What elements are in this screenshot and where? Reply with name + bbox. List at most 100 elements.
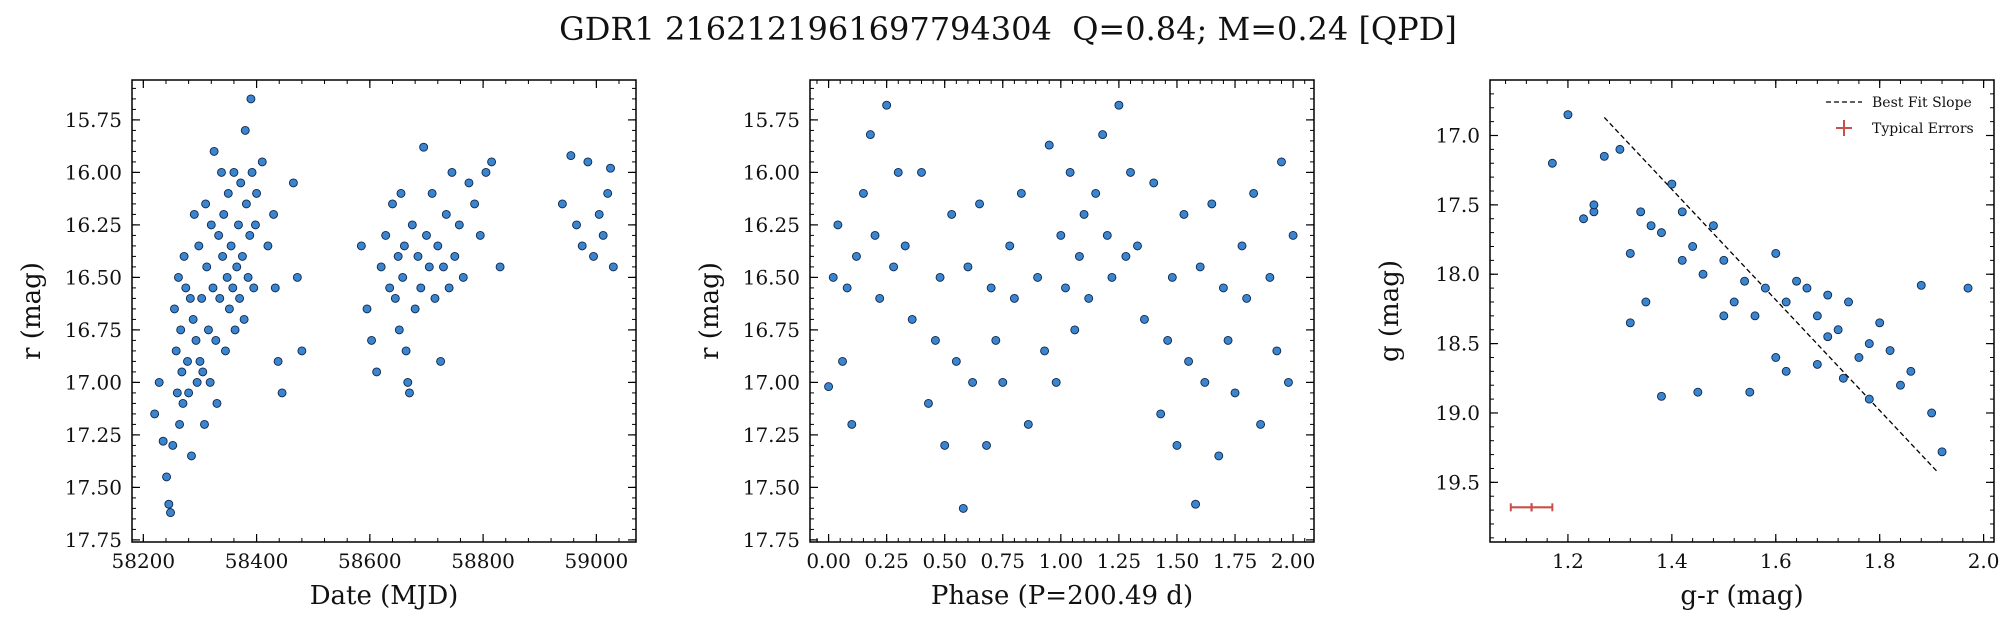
- cmd-ytick-label: 17.0: [1435, 123, 1480, 147]
- lightcurve-point: [183, 356, 192, 366]
- lightcurve-xtick-label: 58600: [338, 549, 402, 573]
- cmd-point: [1708, 221, 1718, 231]
- lightcurve-point: [179, 251, 189, 261]
- lightcurve-point: [195, 356, 205, 366]
- phase-ytick-label: 16.50: [743, 265, 800, 289]
- lightcurve-point: [219, 209, 229, 219]
- lightcurve-point: [214, 230, 224, 240]
- phase-point: [1084, 293, 1094, 303]
- phase-point: [1061, 283, 1070, 293]
- cmd-point: [1657, 228, 1666, 238]
- lightcurve-point: [566, 151, 576, 161]
- cmd-point: [1693, 387, 1703, 397]
- phase-point: [852, 251, 861, 261]
- phase-ytick-label: 16.25: [743, 213, 800, 237]
- lightcurve-point: [198, 367, 208, 377]
- lightcurve-point: [277, 388, 287, 398]
- phase-ytick-label: 16.00: [743, 160, 800, 184]
- cmd-point: [1792, 276, 1802, 286]
- cmd-ytick-label: 19.5: [1435, 470, 1480, 494]
- lightcurve-point: [203, 325, 213, 335]
- lightcurve-point: [223, 188, 233, 198]
- lightcurve-frame: [131, 79, 637, 543]
- phase-frame: [809, 79, 1315, 543]
- lightcurve-point: [444, 283, 454, 293]
- lightcurve-point: [164, 499, 174, 509]
- cmd-point: [1646, 221, 1656, 231]
- lightcurve-point: [251, 220, 260, 230]
- phase-point: [1051, 377, 1061, 387]
- lightcurve-point: [257, 157, 267, 167]
- panel-color-magnitude: 1.2 1.4 1.6 1.8 2.0 17.0 17.5 18.0 18.5 19.0 19.5 g…: [1375, 79, 2000, 611]
- lightcurve-point: [208, 283, 218, 293]
- phase-point: [1272, 346, 1282, 356]
- phase-point: [847, 419, 857, 429]
- lightcurve-point: [178, 398, 188, 408]
- lightcurve-point: [232, 262, 242, 272]
- lightcurve-point: [450, 251, 460, 261]
- phase-point: [1214, 451, 1224, 461]
- lightcurve-point: [212, 398, 222, 408]
- phase-point: [924, 398, 933, 408]
- lightcurve-point: [407, 220, 417, 230]
- cmd-point: [1615, 144, 1625, 154]
- lightcurve-point: [458, 272, 468, 282]
- lightcurve-point: [393, 251, 403, 261]
- lightcurve-point: [249, 283, 259, 293]
- panel-lightcurve: 58200 58400 58600 58800 59000 15.75 16.00 16.25…: [17, 79, 637, 611]
- phase-point: [889, 262, 899, 272]
- cmd-point: [1885, 346, 1895, 355]
- lightcurve-point: [217, 167, 226, 177]
- phase-point: [1040, 346, 1050, 356]
- cmd-point: [1906, 366, 1916, 376]
- phase-point: [1163, 335, 1173, 345]
- phase-point: [940, 440, 950, 450]
- phase-point: [1230, 388, 1240, 398]
- cmd-point: [1641, 297, 1651, 307]
- lightcurve-point: [398, 272, 408, 282]
- phase-point: [1133, 241, 1142, 251]
- phase-point: [1056, 230, 1066, 240]
- lightcurve-point: [205, 377, 215, 387]
- lightcurve-point: [185, 293, 195, 303]
- lightcurve-point: [173, 272, 183, 282]
- cmd-point: [1875, 318, 1885, 328]
- lightcurve-xtick-label: 58400: [225, 549, 289, 573]
- cmd-point: [1688, 242, 1698, 251]
- lightcurve-point: [441, 209, 451, 219]
- phase-xtick-label: 1.75: [1213, 549, 1258, 573]
- cmd-xtick-label: 1.2: [1552, 549, 1584, 573]
- cmd-point: [1823, 332, 1833, 342]
- lightcurve-point: [608, 262, 618, 272]
- lightcurve-point: [356, 241, 366, 251]
- phase-point: [1121, 251, 1131, 261]
- cmd-point: [1771, 248, 1781, 258]
- cmd-xlabel: g-r (mag): [1680, 581, 1803, 611]
- lightcurve-point: [206, 220, 216, 230]
- phase-point: [1288, 230, 1298, 240]
- cmd-point: [1812, 311, 1822, 321]
- phase-point: [893, 167, 903, 177]
- lightcurve-point: [247, 167, 257, 177]
- lightcurve-point: [603, 188, 613, 198]
- phase-point: [1242, 293, 1252, 303]
- lightcurve-point: [439, 262, 448, 272]
- lightcurve-point: [376, 262, 386, 272]
- phase-point: [1207, 199, 1217, 209]
- phase-point: [1005, 241, 1015, 251]
- cmd-point: [1667, 179, 1677, 189]
- lightcurve-point: [381, 230, 391, 240]
- cmd-frame: [1489, 79, 1995, 543]
- cmd-point: [1823, 290, 1833, 300]
- phase-point: [828, 272, 838, 282]
- phase-point: [1065, 167, 1075, 177]
- lightcurve-point: [572, 220, 581, 230]
- cmd-point: [1677, 207, 1687, 217]
- phase-point: [1074, 251, 1084, 261]
- phase-point: [870, 230, 880, 240]
- lightcurve-point: [236, 178, 246, 188]
- lightcurve-point: [168, 440, 178, 450]
- lightcurve-point: [187, 451, 196, 461]
- cmd-point: [1636, 207, 1646, 217]
- lightcurve-point: [297, 346, 307, 356]
